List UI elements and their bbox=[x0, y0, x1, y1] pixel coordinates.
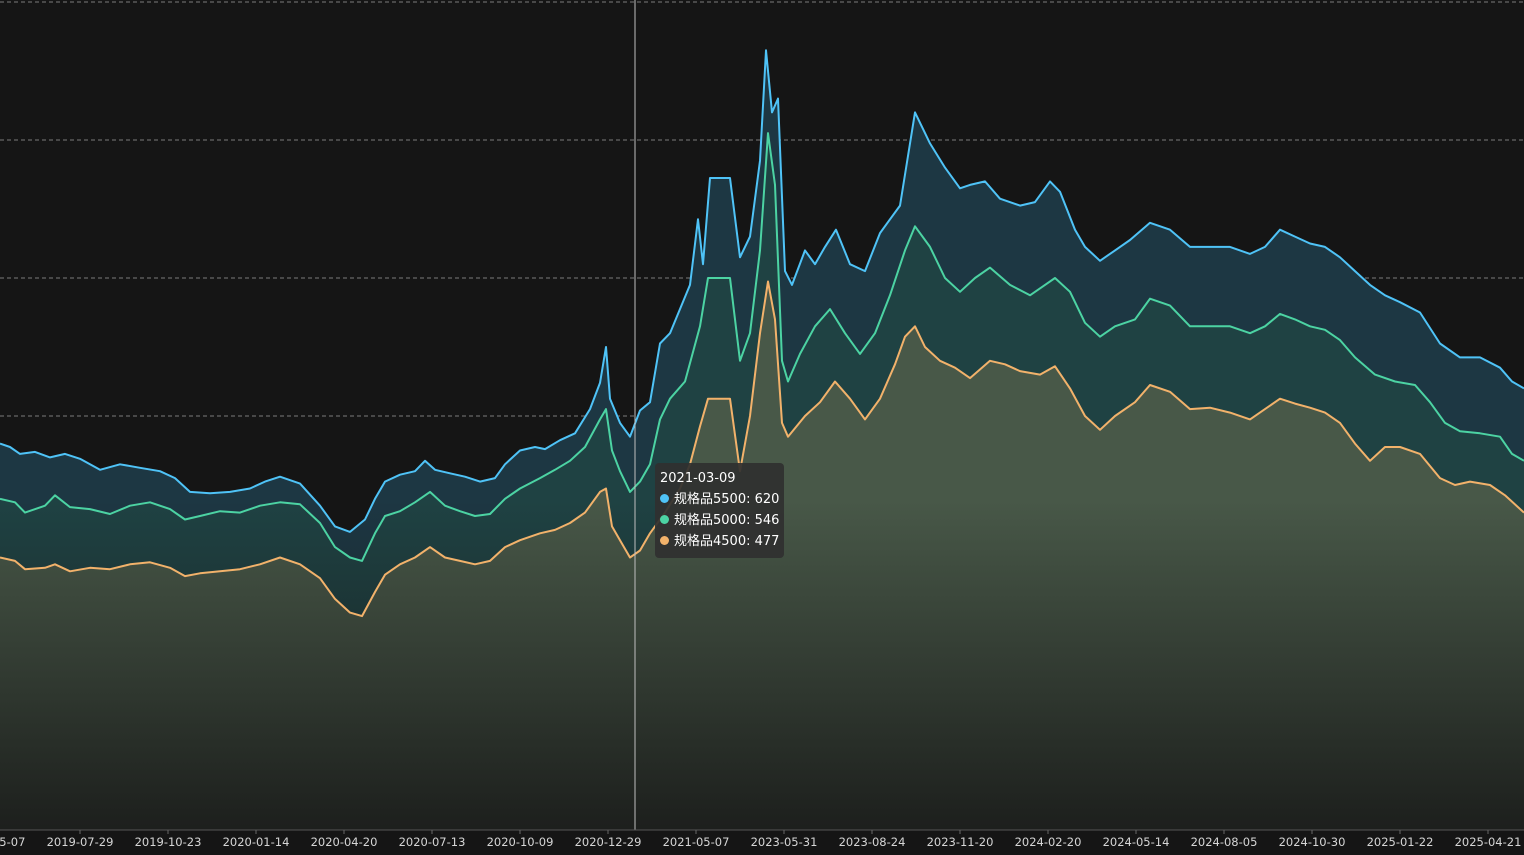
x-tick-label: 2023-08-24 bbox=[839, 835, 906, 849]
x-tick-label: 2023-11-20 bbox=[927, 835, 994, 849]
x-tick-label: 2025-01-22 bbox=[1367, 835, 1434, 849]
x-tick-label: 2020-10-09 bbox=[487, 835, 554, 849]
x-tick-label: 2019-05-07 bbox=[0, 835, 25, 849]
x-tick-label: 2020-01-14 bbox=[223, 835, 290, 849]
series-line-2 bbox=[0, 280, 1524, 618]
x-tick-label: 2021-05-07 bbox=[663, 835, 730, 849]
x-tick-label: 2020-04-20 bbox=[311, 835, 378, 849]
x-tick-label: 2024-10-30 bbox=[1279, 835, 1346, 849]
x-tick-label: 2019-07-29 bbox=[47, 835, 114, 849]
x-tick-label: 2020-07-13 bbox=[399, 835, 466, 849]
x-tick-label: 2024-05-14 bbox=[1103, 835, 1170, 849]
x-tick-label: 2024-08-05 bbox=[1191, 835, 1258, 849]
x-tick-label: 2023-05-31 bbox=[751, 835, 818, 849]
series-line-0 bbox=[0, 49, 1524, 533]
x-tick-label: 2020-12-29 bbox=[575, 835, 642, 849]
series-line-1 bbox=[0, 132, 1524, 562]
x-tick-label: 2025-04-21 bbox=[1455, 835, 1522, 849]
x-axis-ticks: 2019-05-07 2019-07-29 2019-10-23 2020-01-14… bbox=[0, 830, 1521, 849]
series-lines bbox=[0, 49, 1524, 618]
x-tick-label: 2024-02-20 bbox=[1015, 835, 1082, 849]
x-tick-label: 2019-10-23 bbox=[135, 835, 202, 849]
bottom-fade bbox=[0, 500, 1524, 830]
